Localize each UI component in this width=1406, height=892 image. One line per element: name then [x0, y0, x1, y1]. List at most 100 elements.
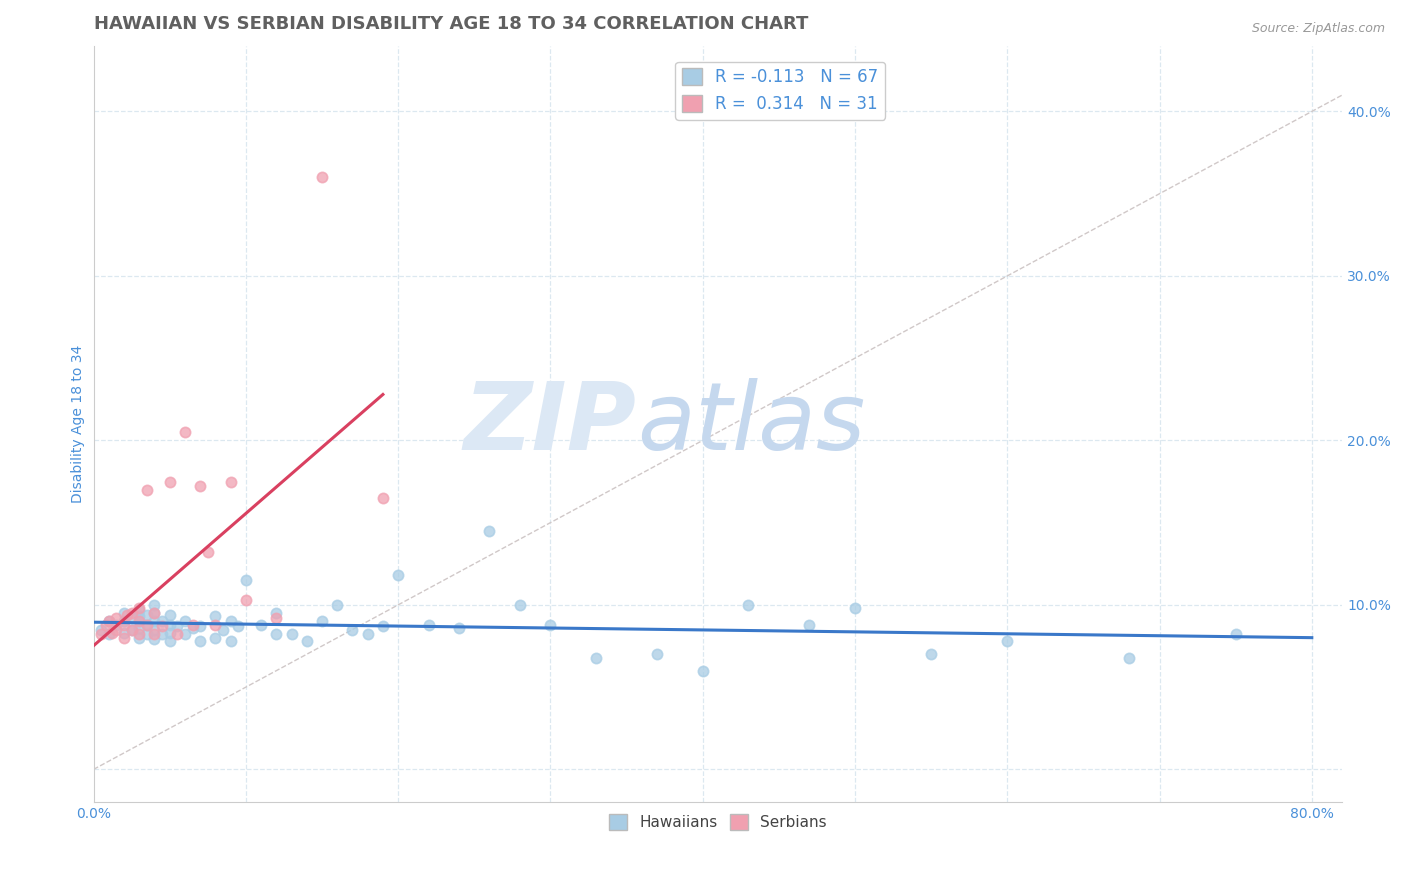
Point [128, 615, 150, 629]
Point [920, 647, 942, 661]
Point [326, 598, 349, 612]
Point [226, 619, 249, 633]
Point [128, 601, 150, 615]
Point [128, 615, 150, 629]
Point [135, 627, 157, 641]
Point [1118, 650, 1140, 665]
Point [387, 568, 409, 582]
Point [371, 491, 394, 505]
Point [112, 617, 135, 632]
Point [115, 607, 138, 622]
Point [159, 607, 181, 622]
Point [538, 617, 561, 632]
Text: atlas: atlas [637, 378, 865, 469]
Point [645, 647, 668, 661]
Point [135, 617, 157, 632]
Point [121, 623, 143, 637]
Point [1225, 627, 1247, 641]
Point [135, 483, 157, 497]
Point [844, 601, 866, 615]
Point [90, 623, 112, 637]
Point [128, 621, 150, 635]
Point [418, 617, 440, 632]
Point [128, 603, 150, 617]
Point [204, 617, 226, 632]
Point [311, 615, 333, 629]
Point [135, 607, 157, 622]
Point [692, 664, 714, 678]
Point [219, 634, 242, 648]
Point [143, 632, 166, 647]
Point [219, 615, 242, 629]
Text: Source: ZipAtlas.com: Source: ZipAtlas.com [1251, 22, 1385, 36]
Point [478, 524, 501, 538]
Point [112, 625, 135, 640]
Point [737, 598, 759, 612]
Point [135, 617, 157, 632]
Point [174, 627, 197, 641]
Text: ZIP: ZIP [464, 378, 637, 470]
Point [128, 631, 150, 645]
Point [174, 615, 197, 629]
Point [235, 593, 257, 607]
Point [188, 479, 211, 493]
Point [188, 634, 211, 648]
Point [197, 545, 219, 559]
Point [97, 627, 120, 641]
Point [357, 627, 380, 641]
Point [266, 611, 288, 625]
Point [235, 573, 257, 587]
Y-axis label: Disability Age 18 to 34: Disability Age 18 to 34 [72, 345, 86, 503]
Point [143, 598, 166, 612]
Point [174, 425, 197, 440]
Point [105, 623, 128, 637]
Point [150, 619, 173, 633]
Point [212, 623, 235, 637]
Point [188, 619, 211, 633]
Point [121, 611, 143, 625]
Legend: Hawaiians, Serbians: Hawaiians, Serbians [603, 808, 834, 836]
Point [371, 619, 394, 633]
Point [159, 625, 181, 640]
Text: HAWAIIAN VS SERBIAN DISABILITY AGE 18 TO 34 CORRELATION CHART: HAWAIIAN VS SERBIAN DISABILITY AGE 18 TO… [94, 15, 808, 33]
Point [181, 617, 204, 632]
Point [97, 615, 120, 629]
Point [112, 606, 135, 620]
Point [94, 617, 117, 632]
Point [150, 627, 173, 641]
Point [143, 606, 166, 620]
Point [150, 615, 173, 629]
Point [121, 623, 143, 637]
Point [311, 170, 333, 185]
Point [143, 627, 166, 641]
Point [585, 650, 607, 665]
Point [166, 627, 188, 641]
Point [105, 617, 128, 632]
Point [105, 611, 128, 625]
Point [509, 598, 531, 612]
Point [280, 627, 302, 641]
Point [143, 606, 166, 620]
Point [101, 625, 124, 640]
Point [121, 606, 143, 620]
Point [266, 606, 288, 620]
Point [204, 631, 226, 645]
Point [143, 615, 166, 629]
Point [159, 475, 181, 489]
Point [204, 609, 226, 624]
Point [266, 627, 288, 641]
Point [159, 634, 181, 648]
Point [128, 627, 150, 641]
Point [143, 623, 166, 637]
Point [219, 475, 242, 489]
Point [799, 617, 821, 632]
Point [342, 623, 364, 637]
Point [128, 609, 150, 624]
Point [97, 615, 120, 629]
Point [447, 621, 470, 635]
Point [181, 621, 204, 635]
Point [166, 619, 188, 633]
Point [250, 617, 273, 632]
Point [995, 634, 1018, 648]
Point [295, 634, 318, 648]
